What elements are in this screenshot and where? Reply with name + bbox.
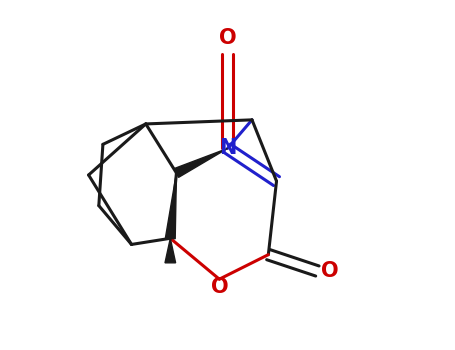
Polygon shape [165, 238, 176, 263]
Text: O: O [219, 28, 236, 48]
Text: O: O [211, 277, 228, 297]
Text: O: O [321, 261, 339, 281]
Polygon shape [174, 148, 228, 177]
Polygon shape [166, 173, 177, 239]
Text: N: N [219, 139, 236, 159]
